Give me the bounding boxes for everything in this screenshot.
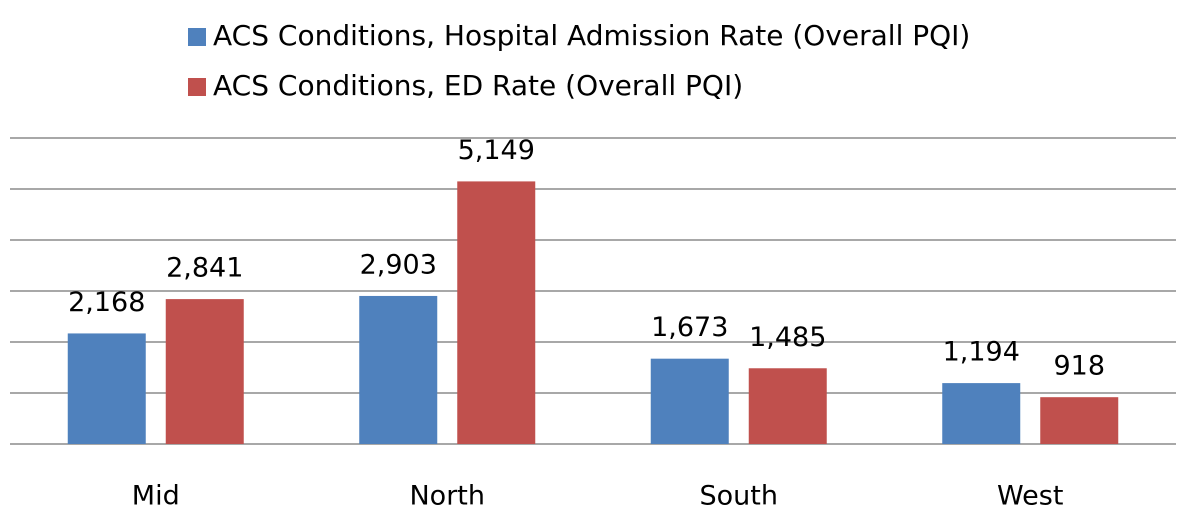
bar (67, 333, 146, 444)
value-label: 1,673 (651, 312, 728, 343)
bar (748, 368, 827, 444)
x-tick-label: South (700, 481, 778, 508)
bar (165, 299, 244, 444)
bar (942, 383, 1021, 444)
x-tick-label: North (409, 481, 485, 508)
bar (650, 358, 729, 444)
legend-swatch (188, 78, 206, 96)
value-label: 5,149 (458, 135, 535, 166)
value-label: 2,841 (166, 253, 243, 284)
value-label: 2,168 (68, 287, 145, 318)
bar (1040, 397, 1119, 444)
bar (359, 295, 438, 444)
value-label: 1,485 (749, 322, 826, 353)
x-tick-label: Mid (132, 481, 180, 508)
bar (457, 181, 536, 444)
x-tick-label: West (997, 481, 1063, 508)
legend-label: ACS Conditions, Hospital Admission Rate … (213, 19, 970, 52)
legend-label: ACS Conditions, ED Rate (Overall PQI) (213, 69, 743, 102)
value-label: 1,194 (943, 337, 1020, 368)
legend-swatch (188, 28, 206, 46)
value-label: 2,903 (360, 249, 437, 280)
value-label: 918 (1053, 351, 1105, 382)
